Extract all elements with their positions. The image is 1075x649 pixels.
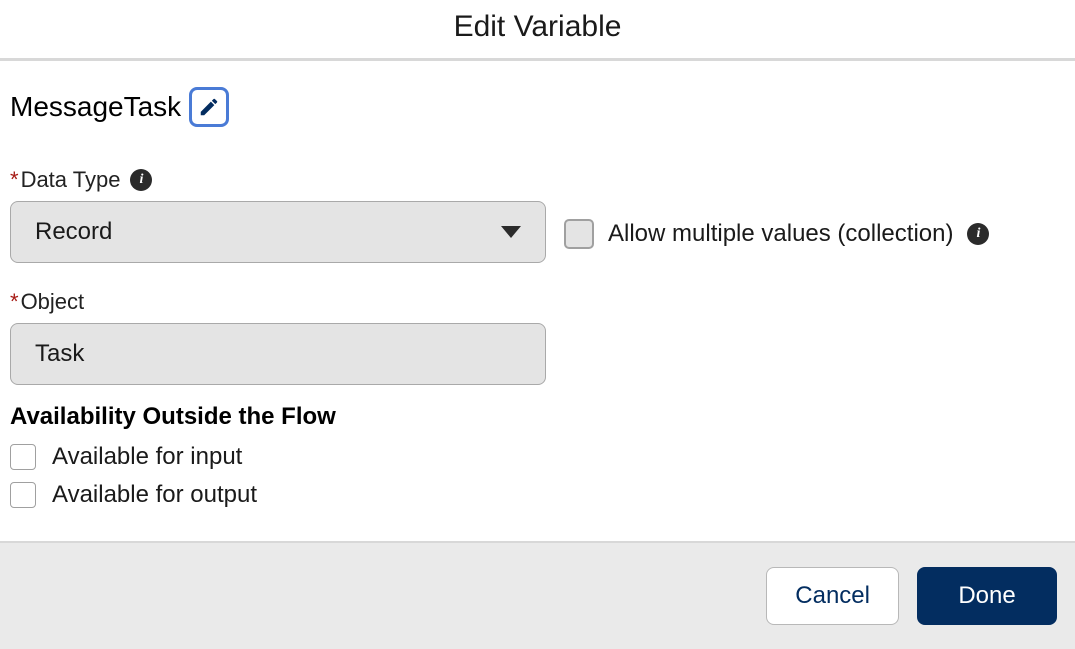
- dialog-title: Edit Variable: [0, 10, 1075, 44]
- data-type-row: *Data Type i Record Allow multiple value…: [10, 167, 1065, 263]
- object-field: *Object Task: [10, 289, 1065, 385]
- done-button[interactable]: Done: [917, 567, 1057, 625]
- variable-name: MessageTask: [10, 91, 181, 123]
- available-input-label: Available for input: [52, 443, 242, 471]
- info-icon[interactable]: i: [967, 223, 989, 245]
- available-input-checkbox[interactable]: [10, 444, 36, 470]
- cancel-button[interactable]: Cancel: [766, 567, 899, 625]
- data-type-value: Record: [35, 218, 112, 246]
- info-icon[interactable]: i: [130, 169, 152, 191]
- available-output-row: Available for output: [10, 481, 1065, 509]
- pencil-icon: [198, 96, 220, 118]
- data-type-select[interactable]: Record: [10, 201, 546, 263]
- allow-multiple-label: Allow multiple values (collection): [608, 220, 953, 248]
- edit-name-button[interactable]: [189, 87, 229, 127]
- variable-name-row: MessageTask: [10, 87, 1065, 127]
- allow-multiple-checkbox[interactable]: [564, 219, 594, 249]
- dialog-footer: Cancel Done: [0, 541, 1075, 649]
- object-label: *Object: [10, 289, 1065, 315]
- data-type-label: *Data Type i: [10, 167, 546, 193]
- object-input[interactable]: Task: [10, 323, 546, 385]
- allow-multiple-field: Allow multiple values (collection) i: [564, 219, 989, 263]
- data-type-field: *Data Type i Record: [10, 167, 546, 263]
- available-output-checkbox[interactable]: [10, 482, 36, 508]
- available-output-label: Available for output: [52, 481, 257, 509]
- available-input-row: Available for input: [10, 443, 1065, 471]
- edit-variable-dialog: Edit Variable MessageTask *Data Type i R…: [0, 0, 1075, 649]
- dialog-content: MessageTask *Data Type i Record: [0, 61, 1075, 541]
- required-indicator: *: [10, 167, 19, 192]
- chevron-down-icon: [501, 226, 521, 238]
- required-indicator: *: [10, 289, 19, 314]
- availability-section-title: Availability Outside the Flow: [10, 403, 1065, 431]
- object-value: Task: [35, 340, 84, 368]
- dialog-header: Edit Variable: [0, 0, 1075, 61]
